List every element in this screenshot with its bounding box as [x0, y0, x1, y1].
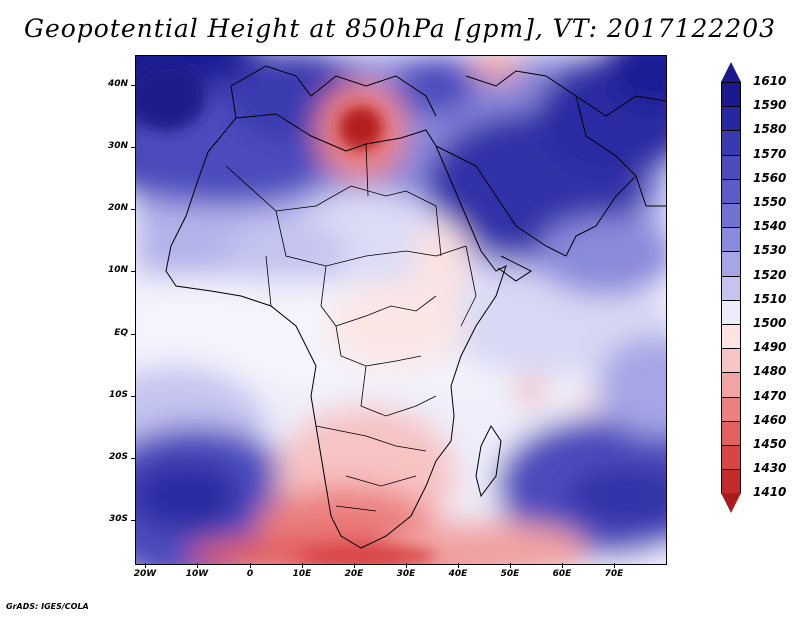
lon-tick	[302, 563, 303, 568]
colorbar-swatch	[721, 227, 741, 253]
lon-tick	[614, 563, 615, 568]
lon-tick	[458, 563, 459, 568]
colorbar-swatch	[721, 154, 741, 180]
lat-label: 20N	[107, 203, 128, 213]
colorbar-label: 1530	[753, 243, 787, 258]
colorbar-swatch	[721, 178, 741, 204]
lon-label: 50E	[500, 569, 520, 579]
lat-tick	[131, 396, 136, 397]
lon-label: 60E	[552, 569, 572, 579]
colorbar-swatch	[721, 203, 741, 229]
lat-label: 30N	[107, 141, 128, 151]
colorbar-label: 1580	[753, 122, 787, 137]
colorbar-swatch	[721, 324, 741, 350]
lon-label: 0	[246, 569, 254, 579]
lon-label: 20E	[344, 569, 364, 579]
colorbar-label: 1570	[753, 146, 787, 161]
colorbar-label: 1480	[753, 364, 787, 379]
lon-label: 10E	[292, 569, 312, 579]
lat-label: 40N	[107, 79, 128, 89]
grads-credit: GrADS: IGES/COLA	[6, 602, 89, 611]
colorbar-swatch	[721, 445, 741, 471]
colorbar-swatch	[721, 251, 741, 277]
lon-label: 30E	[396, 569, 416, 579]
lon-label: 70E	[604, 569, 624, 579]
lat-tick	[131, 147, 136, 148]
lat-tick	[131, 334, 136, 335]
lon-label: 10W	[185, 569, 209, 579]
map-title: Geopotential Height at 850hPa [gpm], VT:…	[23, 14, 777, 43]
map-panel	[135, 55, 667, 565]
colorbar-swatch	[721, 130, 741, 156]
colorbar-label: 1470	[753, 388, 787, 403]
lon-tick	[197, 563, 198, 568]
colorbar-bottom-arrow	[721, 493, 741, 514]
lon-tick	[562, 563, 563, 568]
colorbar-swatch	[721, 396, 741, 422]
lon-tick	[250, 563, 251, 568]
colorbar-label: 1550	[753, 195, 787, 209]
colorbar-label: 1590	[753, 98, 787, 113]
lat-label: 20S	[108, 452, 128, 462]
colorbar-swatch	[721, 469, 741, 495]
colorbar-label: 1450	[753, 437, 787, 451]
colorbar-swatch	[721, 299, 741, 325]
colorbar-swatch	[721, 275, 741, 301]
colorbar-label: 1430	[753, 461, 787, 476]
lat-tick	[131, 520, 136, 521]
lat-tick	[131, 209, 136, 210]
colorbar-swatch	[721, 106, 741, 132]
colorbar-label: 1410	[753, 485, 787, 500]
lon-tick	[145, 563, 146, 568]
colorbar-top-arrow	[721, 62, 741, 82]
colorbar-swatch	[721, 420, 741, 446]
colorbar-label: 1510	[753, 291, 787, 306]
lat-label: 30S	[108, 514, 128, 524]
colorbar-label: 1560	[753, 170, 787, 185]
lon-label: 20W	[133, 569, 157, 579]
colorbar-swatch	[721, 82, 741, 108]
lat-label: 10S	[108, 390, 128, 400]
lon-tick	[510, 563, 511, 568]
lat-tick	[131, 271, 136, 272]
colorbar-label: 1500	[753, 316, 787, 330]
lon-tick	[354, 563, 355, 568]
geopotential-field	[136, 56, 666, 564]
colorbar-label: 1460	[753, 412, 787, 427]
colorbar-label: 1540	[753, 219, 787, 234]
colorbar-label: 1490	[753, 340, 787, 355]
colorbar-label: 1520	[753, 267, 787, 282]
lon-label: 40E	[448, 569, 468, 579]
lon-tick	[406, 563, 407, 568]
lat-label: 10N	[107, 265, 128, 275]
colorbar-label: 1610	[753, 74, 787, 88]
colorbar-swatch	[721, 372, 741, 398]
colorbar-swatch	[721, 348, 741, 374]
lat-tick	[131, 85, 136, 86]
lat-tick	[131, 458, 136, 459]
coastlines	[165, 65, 666, 549]
lat-label: EQ	[114, 328, 128, 338]
